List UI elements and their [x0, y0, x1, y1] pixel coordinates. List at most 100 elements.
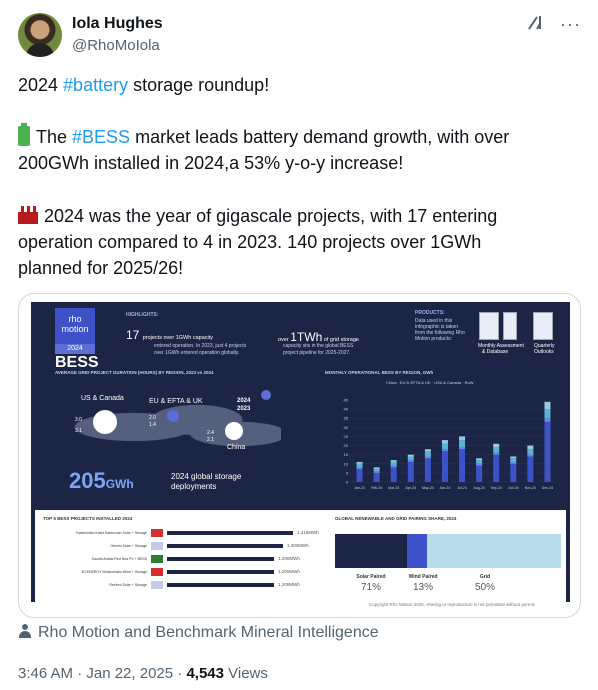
products-label: PRODUCTS:: [415, 310, 445, 316]
views-count: 4,543: [186, 665, 224, 682]
region-us-label: US & Canada: [81, 395, 124, 402]
stat-17: 17 projects over 1GWh capacity: [126, 328, 214, 342]
grid-pct: 50%: [474, 582, 495, 593]
bar-usa-canada-mar-24: [390, 461, 397, 466]
bar-usa-canada-nov-24: [527, 449, 534, 455]
bar-china-sep-24: [493, 454, 500, 482]
infographic-title: BESS: [55, 354, 99, 371]
person-icon: [18, 624, 32, 638]
bar-eu-efta-uk-nov-24: [527, 454, 534, 457]
project-bar: [167, 544, 283, 548]
x-tick-label: Apr-24: [406, 486, 417, 490]
hashtag-bess[interactable]: #BESS: [72, 127, 131, 147]
flag-icon: [151, 542, 163, 550]
battery-icon: [18, 123, 30, 146]
top5-row: BJ ENERGY Wulanchabu Wind + Storage 1,200…: [43, 567, 323, 577]
y-tick-label: 10: [344, 461, 349, 466]
infographic-bottom: TOP 5 BESS PROJECTS INSTALLED 2024 Yuesh…: [35, 510, 566, 602]
flag-icon: [151, 555, 163, 563]
infographic-year: 2024: [55, 344, 95, 354]
wind-segment: [407, 534, 427, 568]
chart-legend: China · EU & EFTA & UK · USA & Canada · …: [386, 380, 474, 385]
y-tick-label: 35: [344, 416, 349, 421]
china-bubble: [225, 422, 243, 440]
product-book-icon: [533, 312, 553, 340]
y-tick-label: 25: [344, 434, 349, 439]
product-book-icon: [479, 312, 499, 340]
project-name: Rexford Solar + Storage: [109, 583, 147, 587]
bar-usa-canada-oct-24: [510, 458, 517, 462]
x-tick-label: Feb-24: [371, 486, 382, 490]
bar-row-nov-24: [527, 445, 534, 450]
project-value: 1,200MWh: [278, 582, 300, 587]
eu-bubble: [167, 410, 179, 422]
x-tick-label: Dec-24: [542, 486, 553, 490]
copyright: Copyright Rho Motion 2025, sharing or re…: [369, 602, 535, 607]
media-card[interactable]: rho motion 2024 BESS HIGHLIGHTS: 17 proj…: [18, 293, 581, 618]
y-tick-label: 40: [344, 407, 349, 412]
bar-china-nov-24: [527, 456, 534, 482]
grok-icon[interactable]: [526, 12, 546, 32]
project-name: Yueshuidian Kashi Bachuxian Solar + Stor…: [75, 531, 147, 535]
chart-title: MONTHLY OPERATIONAL BESS BY REGION, GWh: [325, 370, 434, 375]
bar-china-oct-24: [510, 463, 517, 482]
bar-eu-efta-uk-jun-24: [441, 449, 448, 452]
media-source[interactable]: Rho Motion and Benchmark Mineral Intelli…: [18, 624, 379, 642]
project-bar: [167, 583, 275, 587]
share-bar: [335, 534, 561, 568]
total-caption: 2024 global storage deployments: [171, 472, 242, 491]
bar-row-oct-24: [510, 456, 517, 459]
bar-china-dec-24: [544, 421, 551, 482]
top5-row: Rexford Solar + Storage 1,200MWh: [43, 580, 323, 590]
bar-usa-canada-sep-24: [493, 447, 500, 453]
bar-usa-canada-dec-24: [544, 409, 551, 419]
bar-usa-canada-may-24: [424, 451, 431, 457]
bar-usa-canada-jun-24: [441, 443, 448, 450]
solar-segment: [335, 534, 407, 568]
project-value: 1,416MWh: [297, 530, 319, 535]
bar-eu-efta-uk-jan-24: [356, 467, 363, 470]
monthly-bess-chart: 0 5 10 15 20 25 30 35 40 45 Jan-24 Feb-24 Mar-24 Apr-…: [344, 398, 556, 490]
more-options-icon[interactable]: ···: [560, 14, 581, 34]
bar-china-jul-24: [459, 449, 466, 482]
bar-china-aug-24: [476, 465, 483, 482]
timestamp[interactable]: 3:46 AM · Jan 22, 2025 ·: [18, 665, 187, 682]
bar-eu-efta-uk-apr-24: [407, 460, 414, 462]
bar-eu-efta-uk-jul-24: [459, 447, 466, 450]
bar-china-feb-24: [373, 472, 380, 482]
bar-eu-efta-uk-dec-24: [544, 418, 551, 422]
y-tick-label: 15: [344, 452, 349, 457]
x-tick-label: Oct-24: [508, 486, 519, 490]
bar-china-jun-24: [441, 451, 448, 482]
avatar[interactable]: [18, 13, 62, 57]
bar-row-dec-24: [544, 401, 551, 410]
bar-row-mar-24: [390, 460, 397, 462]
hashtag-battery[interactable]: #battery: [63, 75, 129, 95]
factory-icon: [18, 206, 38, 224]
bar-row-sep-24: [493, 443, 500, 448]
project-value: 1,300MWh: [286, 543, 309, 548]
project-name: BJ ENERGY Wulanchabu Wind + Storage: [81, 570, 147, 574]
bar-usa-canada-jan-24: [356, 463, 363, 468]
project-name: Saudia Arabia Red Sea PV + BESS: [91, 557, 147, 561]
bar-row-aug-24: [476, 458, 483, 461]
region-eu-label: EU & EFTA & UK: [149, 398, 203, 405]
author-handle[interactable]: @RhoMoIola: [72, 37, 160, 54]
bar-china-mar-24: [390, 467, 397, 482]
bar-eu-efta-uk-mar-24: [390, 465, 397, 468]
total-gwh: 205GWh: [69, 468, 134, 493]
bar-row-feb-24: [373, 467, 380, 470]
legend-2024-dot: [261, 390, 271, 400]
bar-china-apr-24: [407, 461, 414, 482]
bar-eu-efta-uk-feb-24: [373, 471, 380, 473]
us-bubble: [93, 410, 117, 434]
top5-row: Yueshuidian Kashi Bachuxian Solar + Stor…: [43, 528, 323, 538]
y-tick-label: 0: [346, 480, 349, 485]
x-tick-label: Jun-24: [440, 486, 451, 490]
y-tick-label: 5: [346, 470, 349, 475]
x-tick-label: Jul-24: [457, 486, 467, 490]
flag-icon: [151, 581, 163, 589]
map-title: AVERAGE GRID PROJECT DURATION (HOURS) BY…: [55, 370, 214, 375]
author-name[interactable]: Iola Hughes: [72, 15, 163, 32]
y-tick-label: 20: [344, 443, 349, 448]
